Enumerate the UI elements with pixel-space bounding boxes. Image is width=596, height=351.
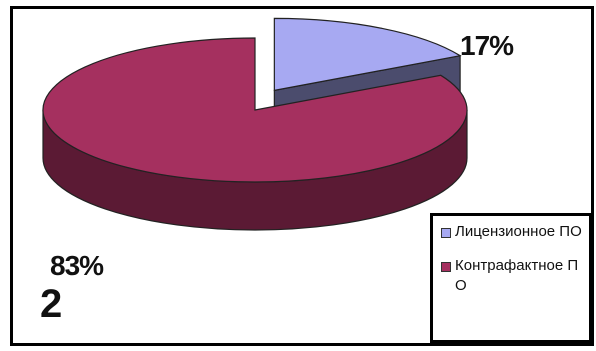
slice-label-licensed: 17%: [460, 30, 514, 61]
legend-label-counterfeit: Контрафактное ПО: [455, 257, 579, 294]
legend-label-licensed: Лицензионное ПО: [455, 223, 582, 240]
pie-slice-licensed: [273, 17, 462, 92]
pie-slice-counterfeit: [42, 37, 468, 183]
chart-legend: Лицензионное ПО Контрафактное ПО: [430, 213, 592, 343]
slice-label-counterfeit: 83%: [50, 250, 104, 281]
panel-number: 2: [40, 282, 63, 326]
legend-item-licensed: Лицензионное ПО: [441, 222, 585, 242]
legend-swatch-licensed: [441, 228, 451, 238]
legend-item-counterfeit: Контрафактное ПО: [441, 256, 585, 296]
legend-swatch-counterfeit: [441, 262, 451, 272]
